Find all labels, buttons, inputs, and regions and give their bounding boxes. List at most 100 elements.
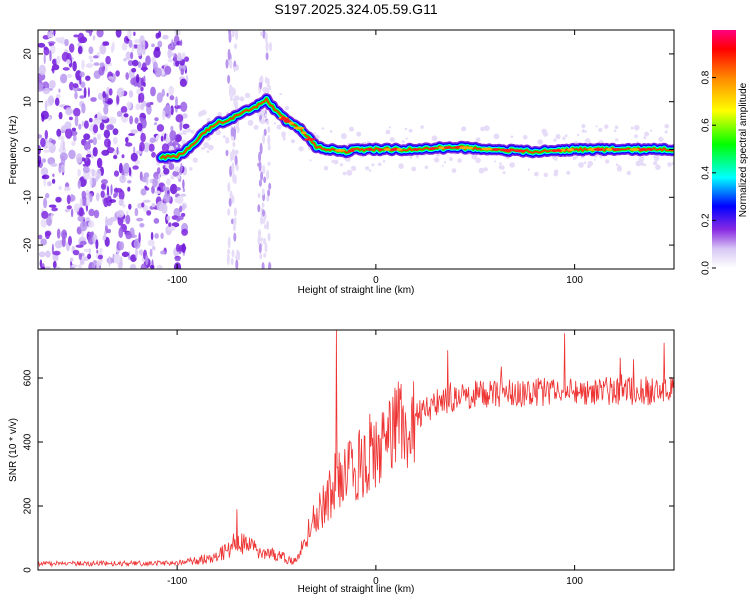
halo-blob <box>555 133 561 140</box>
noise-blob <box>85 75 91 81</box>
noise-blob <box>140 103 145 111</box>
noise-blob <box>101 183 106 190</box>
halo-blob <box>471 153 478 160</box>
noise-blob <box>81 196 88 207</box>
noise-blob <box>68 149 76 160</box>
noise-blob <box>40 238 47 246</box>
halo-blob <box>604 159 610 164</box>
ridge-hotspot <box>334 149 346 152</box>
streak-blob <box>231 249 235 258</box>
noise-blob <box>102 41 107 46</box>
x-tick-label: 0 <box>373 275 379 286</box>
noise-blob <box>52 260 57 269</box>
noise-blob <box>68 116 73 121</box>
noise-blob <box>43 197 48 209</box>
noise-blob <box>96 30 104 38</box>
halo-blob <box>340 133 347 140</box>
streak-blob <box>231 148 235 161</box>
noise-blob <box>79 259 85 265</box>
noise-blob <box>73 203 81 213</box>
halo-blob <box>415 155 420 159</box>
streak-blob <box>258 161 262 172</box>
noise-blob <box>47 31 51 39</box>
halo-blob <box>581 124 586 129</box>
noise-blob <box>128 203 132 210</box>
noise-blob <box>169 130 177 142</box>
halo-blob <box>365 166 370 171</box>
noise-blob <box>72 60 77 72</box>
noise-blob <box>135 247 138 259</box>
noise-blob <box>93 55 99 59</box>
noise-blob <box>116 110 123 117</box>
colorbar-gradient <box>712 30 736 268</box>
noise-blob <box>175 114 184 123</box>
heatmap-y-ticks: -20 -10 0 10 20 <box>23 48 674 252</box>
noise-blob <box>127 186 131 192</box>
noise-blob <box>156 201 165 212</box>
halo-blob <box>436 153 440 157</box>
noise-blob <box>56 128 62 137</box>
noise-blob <box>52 59 57 65</box>
halo-blob <box>273 122 277 125</box>
noise-blob <box>41 210 49 219</box>
halo-blob <box>182 131 186 135</box>
halo-blob <box>225 139 230 144</box>
noise-blob <box>38 134 43 139</box>
noise-blob <box>55 196 62 203</box>
noise-blob <box>135 150 142 155</box>
noise-blob <box>121 42 128 51</box>
halo-blob <box>653 161 658 166</box>
noise-blob <box>158 173 161 184</box>
noise-blob <box>120 106 128 114</box>
noise-blob <box>102 97 105 104</box>
noise-blob <box>118 241 125 251</box>
halo-blob <box>321 127 325 130</box>
streak-blob <box>262 164 266 175</box>
streak-blob <box>266 77 270 87</box>
y-tick-label: -20 <box>23 237 34 252</box>
snr-y-label: SNR (10 * v/v) <box>8 418 19 482</box>
halo-blob <box>480 126 485 132</box>
noise-blob <box>169 183 178 195</box>
halo-blob <box>457 158 462 163</box>
noise-blob <box>102 91 106 99</box>
noise-blob <box>51 243 55 255</box>
noise-blob <box>47 41 56 45</box>
streak-blob <box>267 189 271 197</box>
noise-blob <box>160 232 164 239</box>
halo-blob <box>346 169 353 176</box>
noise-blob <box>88 55 93 60</box>
streak-blob <box>260 171 264 181</box>
noise-blob <box>149 264 155 269</box>
halo-blob <box>208 144 214 151</box>
streak-blob <box>232 141 236 148</box>
noise-blob <box>86 196 91 207</box>
noise-blob <box>82 166 90 174</box>
noise-blob <box>121 251 129 258</box>
noise-blob <box>169 95 175 101</box>
streak-blob <box>235 259 239 269</box>
noise-blob <box>182 123 190 130</box>
noise-blob <box>153 218 160 224</box>
colorbar-tick-label: 0.8 <box>701 70 712 84</box>
streak-blob <box>231 195 235 204</box>
noise-blob <box>118 162 123 174</box>
noise-blob <box>58 147 67 154</box>
noise-blob <box>58 185 62 191</box>
noise-blob <box>64 208 70 213</box>
streak-blob <box>236 64 239 71</box>
ridge-hotspot <box>513 149 526 153</box>
noise-blob <box>92 117 101 126</box>
noise-blob <box>98 66 105 76</box>
noise-blob <box>93 170 97 177</box>
halo-blob <box>329 130 333 133</box>
noise-blob <box>53 30 56 37</box>
noise-blob <box>162 34 169 40</box>
halo-blob <box>644 131 650 137</box>
halo-blob <box>483 167 488 172</box>
noise-blob <box>79 71 85 78</box>
noise-blob <box>135 103 141 111</box>
streak-blob <box>231 86 235 97</box>
noise-blob <box>64 38 69 47</box>
halo-blob <box>475 157 481 164</box>
